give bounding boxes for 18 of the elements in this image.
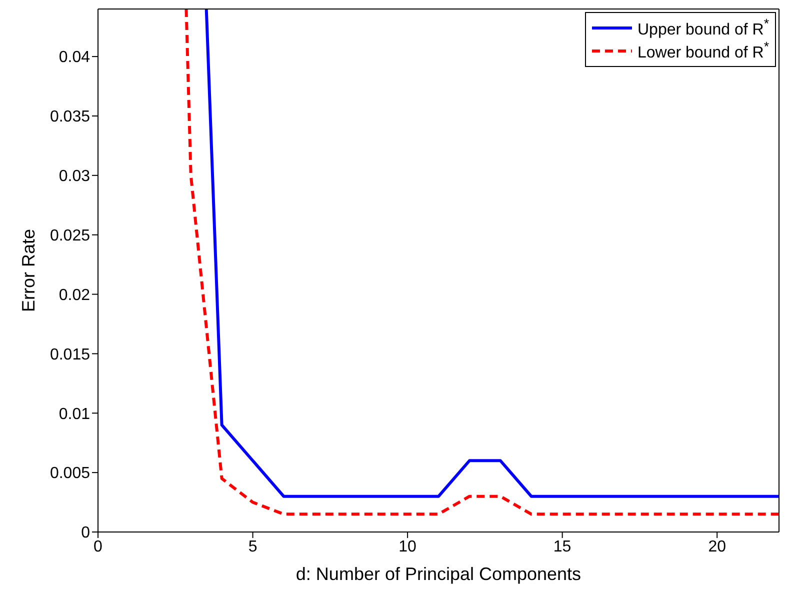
y-tick-label: 0.025 bbox=[50, 228, 90, 245]
x-axis-title: d: Number of Principal Components bbox=[296, 564, 582, 584]
legend-label: Upper bound of R$^{*}$ bbox=[638, 16, 769, 40]
y-tick-label: 0.03 bbox=[58, 168, 90, 186]
x-tick-label: 5 bbox=[248, 538, 258, 556]
y-axis-title: Error Rate bbox=[18, 228, 38, 312]
legend-label: Lower bound of R$^{*}$ bbox=[638, 39, 769, 63]
x-tick-label: 10 bbox=[398, 538, 417, 556]
x-tick-label: 20 bbox=[708, 538, 726, 556]
y-tick-label: 0.015 bbox=[50, 346, 90, 364]
y-tick-label: 0 bbox=[81, 524, 90, 542]
y-tick-label: 0.035 bbox=[50, 108, 90, 126]
y-tick-label: 0.02 bbox=[58, 286, 90, 304]
x-tick-label: 0 bbox=[94, 538, 103, 556]
y-tick-label: 0.01 bbox=[58, 406, 90, 423]
y-tick-label: 0.04 bbox=[58, 49, 90, 66]
y-tick-label: 0.005 bbox=[50, 465, 90, 482]
x-tick-label: 15 bbox=[553, 538, 572, 556]
